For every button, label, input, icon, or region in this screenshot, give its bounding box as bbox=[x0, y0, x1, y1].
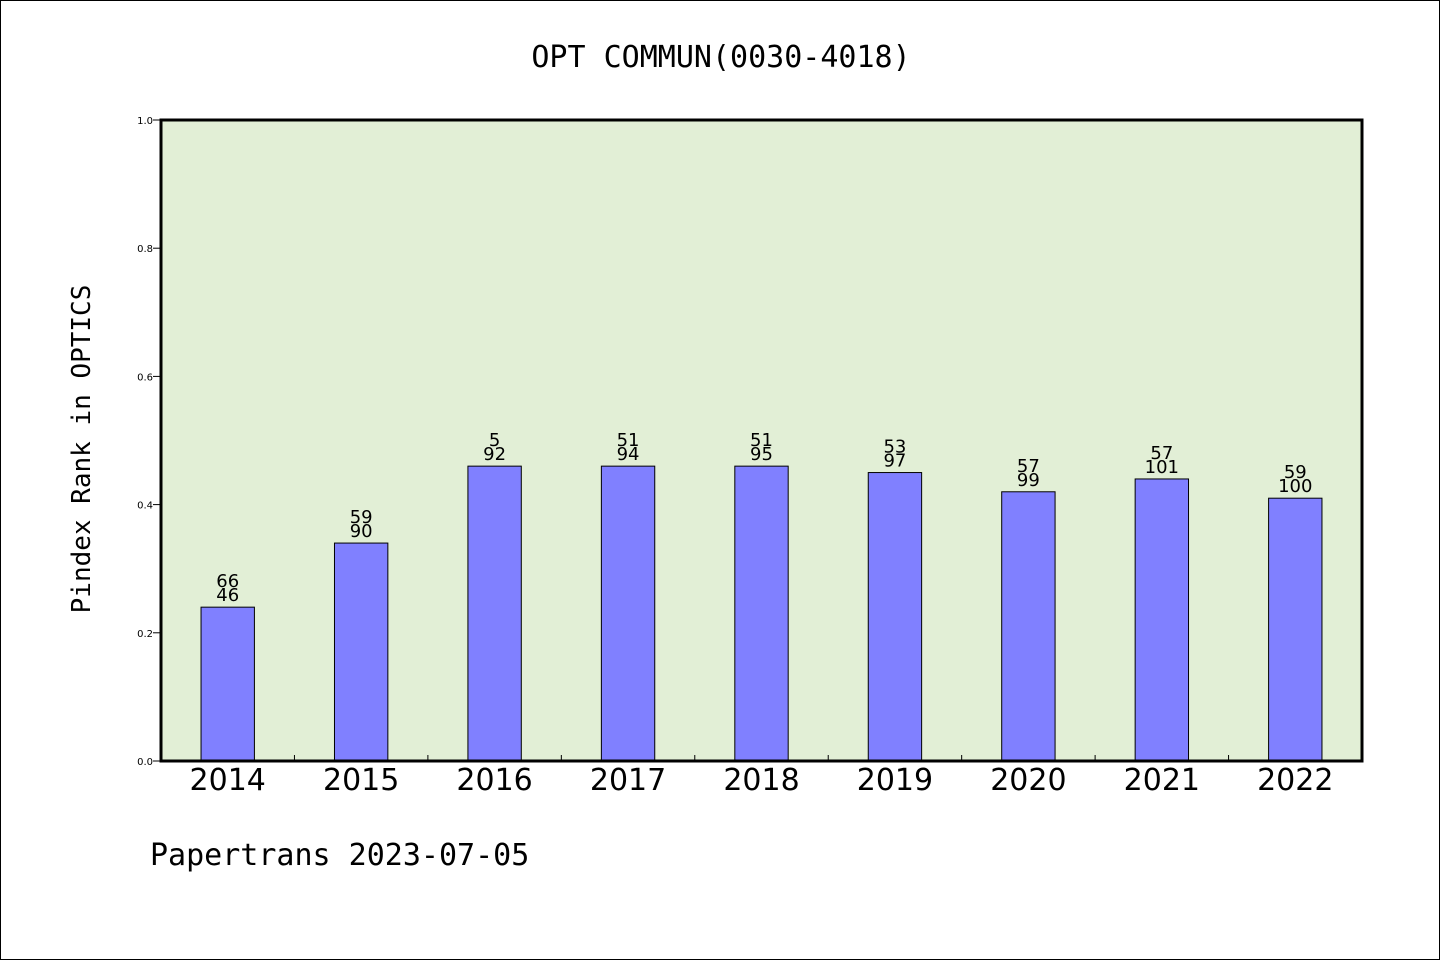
bar-2021 bbox=[1134, 478, 1190, 762]
x-tick-label: 2016 bbox=[456, 763, 532, 798]
x-tick-label: 2021 bbox=[1124, 763, 1200, 798]
bar-total-label: 46 bbox=[216, 585, 239, 606]
bar-2017 bbox=[600, 465, 656, 762]
bar-2014 bbox=[200, 606, 255, 762]
bar-total-label: 99 bbox=[1017, 470, 1040, 491]
bar-2018 bbox=[734, 465, 789, 762]
chart-title: OPT COMMUN(0030-4018) bbox=[531, 40, 910, 75]
bar-2015 bbox=[333, 542, 389, 762]
y-axis-label: Pindex Rank in OPTICS bbox=[67, 285, 97, 614]
bar-rank-label: 5 bbox=[489, 430, 500, 451]
y-tick-label: 0.6 bbox=[137, 372, 153, 383]
x-tick-label: 2019 bbox=[857, 763, 933, 798]
plot-border bbox=[159, 118, 1364, 763]
bar-2022 bbox=[1268, 497, 1323, 762]
footer-credit: Papertrans 2023-07-05 bbox=[150, 838, 529, 873]
x-tick-label: 2014 bbox=[190, 763, 266, 798]
y-tick-label: 1.0 bbox=[137, 116, 153, 127]
x-tick-label: 2015 bbox=[323, 763, 399, 798]
bar-2016 bbox=[467, 465, 522, 762]
bar-total-label: 92 bbox=[483, 444, 506, 465]
y-axis-ticks: 0.0 0.2 0.4 0.6 0.8 1.0 bbox=[137, 116, 161, 768]
x-tick-label: 2018 bbox=[723, 763, 799, 798]
y-tick-label: 0.8 bbox=[137, 244, 153, 255]
x-axis-ticks: 2014 2015 2016 2017 2018 2019 2020 2021 2022 bbox=[190, 755, 1333, 798]
bar-rank-label: 53 bbox=[883, 437, 906, 458]
x-tick-label: 2017 bbox=[590, 763, 666, 798]
bar-rank-label: 59 bbox=[350, 507, 373, 528]
bar-rank-label: 57 bbox=[1017, 456, 1040, 477]
bar-total-label: 100 bbox=[1278, 476, 1312, 497]
bar-total-label: 97 bbox=[883, 451, 906, 472]
bar-total-label: 95 bbox=[750, 444, 773, 465]
bar-2020 bbox=[1001, 491, 1056, 762]
bar-total-label: 90 bbox=[350, 521, 373, 542]
bar-rank-label: 59 bbox=[1284, 462, 1307, 483]
x-tick-label: 2020 bbox=[990, 763, 1066, 798]
bar-2019 bbox=[867, 472, 923, 762]
y-tick-label: 0.0 bbox=[137, 757, 153, 768]
y-tick-label: 0.2 bbox=[137, 629, 153, 640]
bar-total-label: 94 bbox=[617, 444, 640, 465]
x-tick-label: 2022 bbox=[1257, 763, 1333, 798]
bar-rank-label: 51 bbox=[750, 430, 773, 451]
y-tick-label: 0.4 bbox=[137, 501, 153, 512]
bar-total-label: 101 bbox=[1145, 457, 1179, 478]
bar-rank-label: 57 bbox=[1150, 443, 1173, 464]
bar-rank-label: 66 bbox=[216, 571, 239, 592]
bar-rank-label: 51 bbox=[617, 430, 640, 451]
